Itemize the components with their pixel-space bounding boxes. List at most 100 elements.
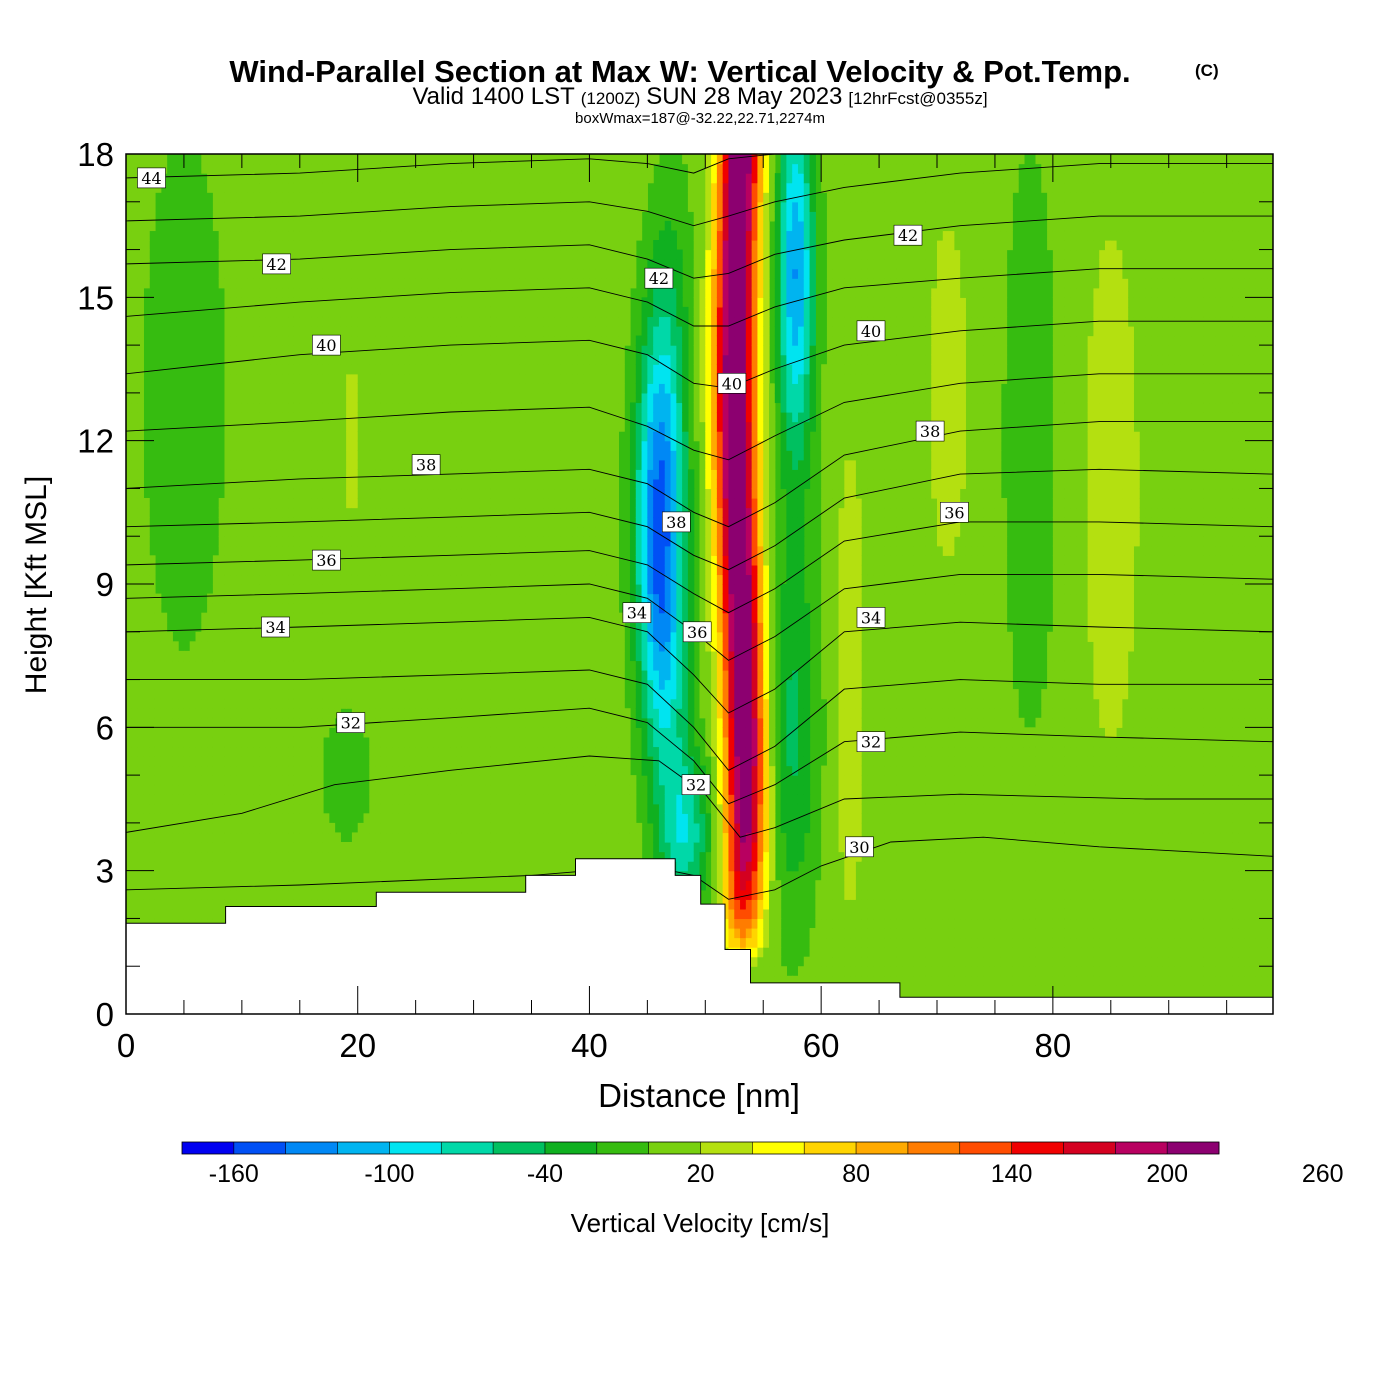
field-cell	[293, 383, 301, 394]
field-cell	[195, 689, 202, 700]
field-cell	[282, 775, 289, 786]
field-cell	[375, 488, 382, 499]
field-cell	[346, 564, 353, 576]
field-cell	[404, 717, 411, 728]
field-cell	[224, 880, 231, 891]
field-cell	[479, 880, 486, 891]
field-cell	[299, 278, 307, 289]
field-cell	[247, 803, 255, 814]
field-cell	[126, 287, 133, 298]
field-cell	[398, 450, 405, 461]
field-cell	[427, 154, 434, 165]
field-cell	[450, 650, 457, 662]
field-cell	[351, 268, 359, 279]
field-cell	[311, 765, 318, 776]
field-cell	[322, 440, 330, 451]
field-cell	[461, 459, 469, 470]
field-cell	[363, 240, 370, 251]
field-cell	[461, 306, 469, 318]
field-cell	[444, 593, 451, 604]
field-cell	[207, 870, 214, 881]
field-cell	[322, 412, 330, 423]
field-cell	[409, 154, 417, 155]
field-cell	[479, 670, 486, 681]
field-cell	[137, 650, 144, 662]
field-cell	[467, 813, 475, 824]
field-cell	[259, 154, 266, 165]
field-cell	[241, 650, 249, 662]
field-cell	[357, 822, 365, 834]
field-cell	[288, 526, 295, 537]
field-cell	[479, 316, 486, 327]
field-cell	[392, 459, 399, 470]
field-cell	[444, 746, 451, 757]
field-cell	[433, 517, 440, 528]
field-cell	[380, 832, 388, 843]
field-cell	[438, 564, 446, 576]
field-cell	[247, 316, 255, 327]
field-cell	[380, 555, 388, 566]
field-cell	[467, 870, 475, 881]
field-cell	[276, 201, 284, 212]
field-cell	[293, 631, 301, 642]
field-cell	[328, 306, 336, 318]
field-cell	[282, 851, 289, 862]
field-cell	[137, 899, 144, 910]
field-cell	[305, 192, 312, 203]
field-cell	[409, 698, 417, 709]
field-cell	[276, 297, 284, 308]
field-cell	[241, 354, 249, 365]
field-cell	[479, 517, 486, 528]
field-cell	[433, 641, 440, 652]
field-cell	[212, 555, 220, 566]
field-cell	[149, 756, 156, 767]
field-cell	[224, 717, 231, 728]
field-cell	[311, 364, 318, 375]
field-cell	[404, 517, 411, 528]
field-cell	[427, 526, 434, 537]
field-cell	[357, 889, 365, 900]
field-cell	[461, 526, 469, 537]
field-cell	[392, 784, 399, 795]
field-cell	[363, 861, 370, 872]
field-cell	[380, 354, 388, 365]
field-cell	[253, 603, 260, 614]
field-cell	[456, 555, 463, 566]
field-cell	[473, 564, 480, 576]
field-cell	[404, 631, 411, 642]
field-cell	[351, 431, 359, 442]
field-cell	[253, 794, 260, 805]
field-cell	[467, 469, 475, 480]
field-cell	[380, 784, 388, 795]
field-cell	[178, 813, 185, 824]
field-cell	[386, 459, 394, 470]
field-cell	[265, 220, 272, 232]
field-cell	[444, 641, 451, 652]
field-cell	[467, 259, 475, 270]
field-cell	[160, 794, 168, 805]
field-cell	[415, 555, 423, 566]
field-cell	[311, 899, 318, 910]
field-cell	[375, 584, 382, 595]
field-cell	[467, 306, 475, 318]
field-cell	[270, 469, 278, 480]
field-cell	[328, 412, 336, 423]
field-cell	[322, 373, 330, 384]
field-cell	[433, 268, 440, 279]
field-cell	[160, 746, 168, 757]
field-cell	[126, 450, 133, 461]
field-cell	[421, 173, 428, 184]
field-cell	[137, 507, 144, 518]
field-cell	[207, 908, 214, 920]
field-cell	[126, 230, 133, 241]
field-cell	[236, 316, 243, 327]
field-cell	[421, 612, 428, 623]
field-cell	[392, 746, 399, 757]
field-cell	[288, 364, 295, 375]
field-cell	[265, 861, 272, 872]
field-cell	[375, 259, 382, 270]
field-cell	[259, 421, 266, 432]
field-cell	[369, 211, 376, 222]
field-cell	[183, 650, 191, 662]
field-cell	[473, 689, 480, 700]
